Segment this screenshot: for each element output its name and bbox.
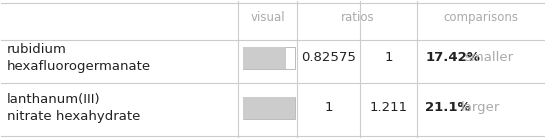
Bar — [243, 47, 295, 69]
Text: lanthanum(III)
nitrate hexahydrate: lanthanum(III) nitrate hexahydrate — [7, 93, 140, 123]
Text: visual: visual — [250, 11, 285, 24]
Text: larger: larger — [460, 101, 500, 114]
Text: 21.1%: 21.1% — [425, 101, 471, 114]
Text: 1: 1 — [384, 51, 393, 64]
Text: rubidium
hexafluorogermanate: rubidium hexafluorogermanate — [7, 43, 151, 73]
Text: 17.42%: 17.42% — [425, 51, 480, 64]
Text: 1.211: 1.211 — [370, 101, 407, 114]
Text: 0.82575: 0.82575 — [301, 51, 356, 64]
Text: 1: 1 — [324, 101, 333, 114]
Text: ratios: ratios — [340, 11, 374, 24]
Bar — [243, 47, 286, 69]
Bar — [243, 97, 295, 119]
Bar — [243, 97, 295, 119]
Text: comparisons: comparisons — [443, 11, 518, 24]
Text: smaller: smaller — [465, 51, 514, 64]
